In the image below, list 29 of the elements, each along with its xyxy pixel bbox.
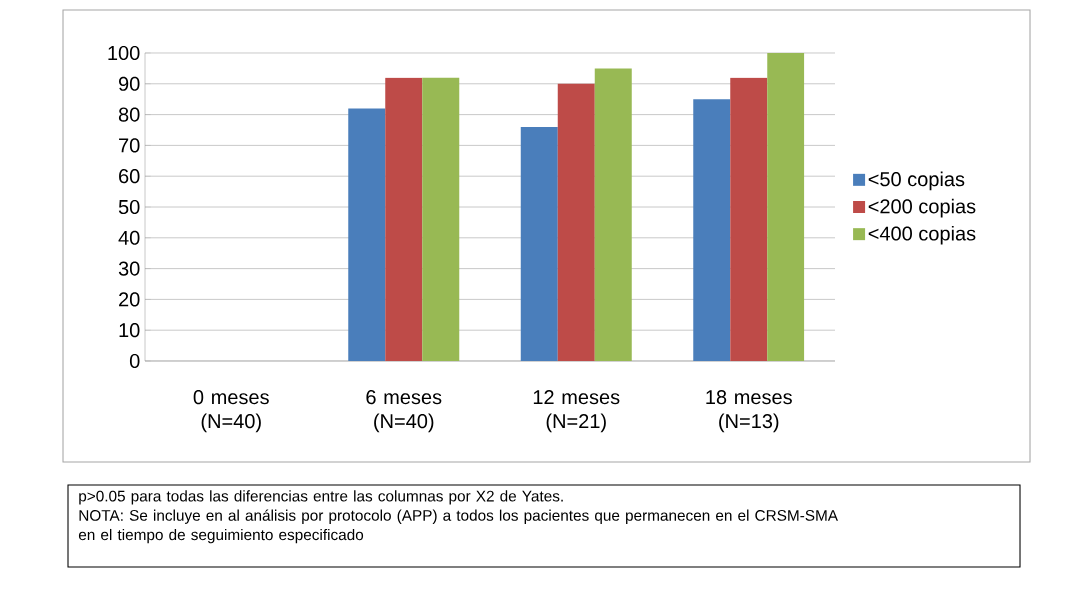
y-tick-label: 100	[108, 45, 140, 61]
y-tick-label: 0	[129, 353, 140, 369]
bar	[557, 83, 595, 361]
y-tick-label: 10	[119, 323, 140, 338]
legend-label: <200 copias	[868, 198, 976, 218]
y-tick-label: 60	[119, 169, 140, 184]
bar	[693, 99, 731, 361]
y-tick-label: 20	[119, 292, 140, 307]
bar	[385, 77, 423, 361]
legend-label: <400 copias	[868, 225, 976, 245]
y-tick-label: 50	[118, 199, 140, 215]
bar	[594, 68, 632, 361]
bar	[422, 77, 460, 361]
bar	[348, 108, 386, 361]
x-tick-label: 12 meses (N=21)	[533, 390, 620, 433]
bar	[730, 77, 768, 361]
bar	[520, 126, 558, 361]
x-tick-label: 6 meses (N=40)	[366, 390, 442, 433]
y-tick-label: 70	[119, 138, 140, 153]
y-tick-label: 90	[118, 76, 140, 91]
text: p>0.05 para todas las diferencias entre las columnas por X2 de Yates.	[79, 490, 563, 505]
x-tick-label: 0 meses (N=40)	[193, 390, 269, 433]
y-tick-label: 80	[118, 107, 140, 122]
y-tick-label: 30	[118, 261, 140, 276]
legend-label: <50 copias	[868, 171, 965, 191]
text: NOTA: Se incluye en al análisis por protocolo (APP) a todos los pacientes que permanecen en el CRSM-SMA en el tiempo de seguimiento especificado	[78, 509, 838, 544]
bar	[767, 53, 805, 361]
x-tick-label: 18 meses (N=13)	[706, 390, 792, 433]
y-tick-label: 40	[118, 230, 140, 245]
